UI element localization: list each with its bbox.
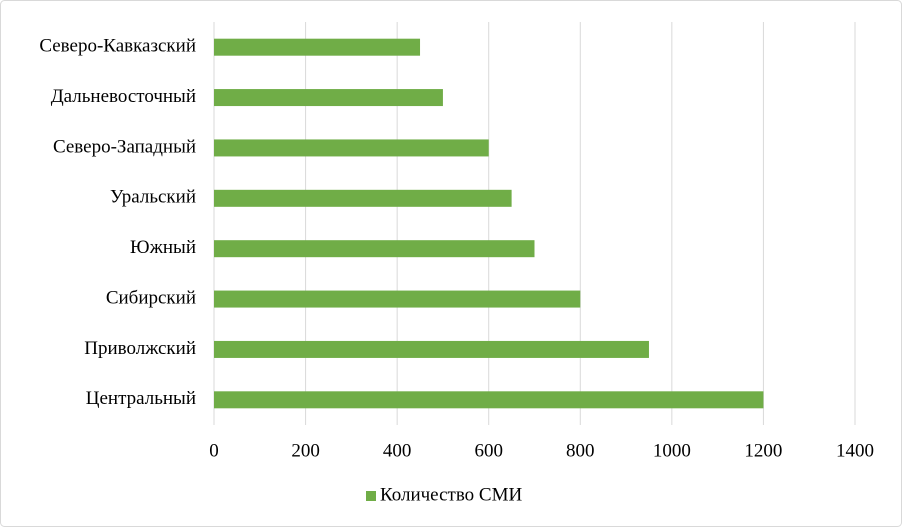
y-tick-label: Северо-Кавказский bbox=[39, 36, 196, 57]
bar bbox=[214, 290, 581, 308]
y-tick-label: Дальневосточный bbox=[51, 86, 196, 107]
y-tick-label: Сибирский bbox=[106, 287, 196, 308]
x-tick-label: 400 bbox=[383, 440, 412, 461]
legend-label: Количество СМИ bbox=[380, 484, 522, 505]
y-tick-label: Северо-Западный bbox=[53, 136, 196, 157]
x-tick-label: 0 bbox=[209, 440, 219, 461]
y-tick-label: Уральский bbox=[110, 187, 196, 208]
bar bbox=[214, 391, 764, 409]
y-tick-label: Южный bbox=[130, 237, 196, 258]
bar bbox=[214, 189, 512, 207]
x-tick-label: 1000 bbox=[653, 440, 691, 461]
legend-swatch bbox=[366, 491, 376, 501]
x-tick-label: 800 bbox=[566, 440, 595, 461]
x-tick-label: 1200 bbox=[744, 440, 782, 461]
y-tick-label: Центральный bbox=[86, 388, 196, 409]
bar bbox=[214, 89, 443, 107]
x-tick-label: 600 bbox=[474, 440, 503, 461]
bar bbox=[214, 139, 489, 157]
x-tick-label: 200 bbox=[291, 440, 320, 461]
x-tick-label: 1400 bbox=[836, 440, 874, 461]
bar bbox=[214, 340, 649, 358]
bar bbox=[214, 38, 421, 56]
y-tick-label: Приволжский bbox=[84, 338, 196, 359]
bar bbox=[214, 240, 535, 258]
